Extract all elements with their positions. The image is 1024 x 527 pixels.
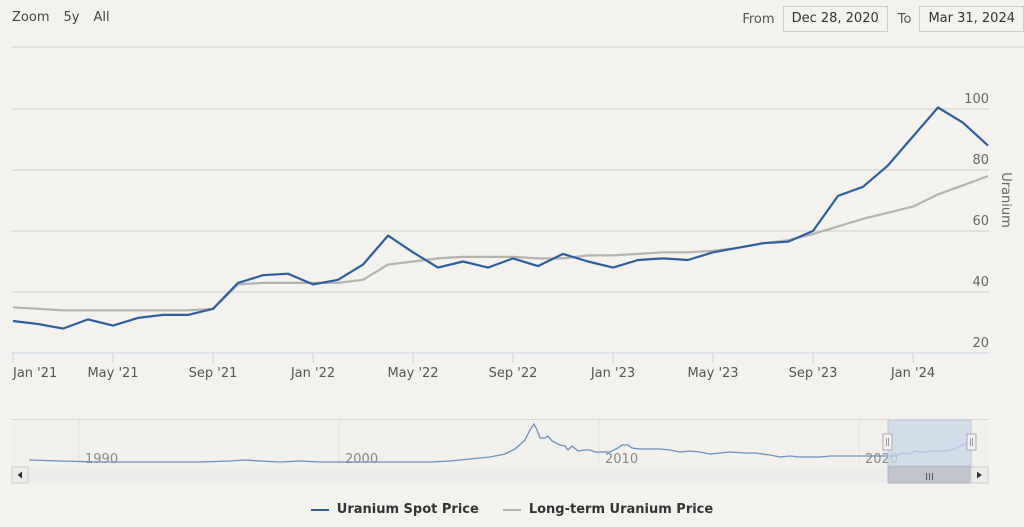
to-date-input[interactable]: Mar 31, 2024 — [919, 6, 1024, 32]
uranium-price-chart: 20 40 60 80 100 Uranium Jan '21 May '21 Sep '21 J… — [11, 46, 1024, 484]
legend-item-spot[interactable]: Uranium Spot Price — [310, 502, 479, 517]
x-tick-label: Jan '23 — [590, 366, 635, 381]
navigator-background — [12, 420, 988, 466]
x-tick-label: May '23 — [687, 366, 738, 381]
date-range-inputs: From Dec 28, 2020 To Mar 31, 2024 — [742, 6, 1024, 32]
zoom-label: Zoom — [12, 10, 50, 25]
navigator-tick-label: 2000 — [345, 452, 378, 467]
y-tick-label: 20 — [972, 336, 989, 351]
y-tick-label: 60 — [972, 214, 989, 229]
longterm-swatch-icon — [502, 508, 521, 511]
navigator-right-handle[interactable] — [966, 433, 977, 451]
zoom-all-button[interactable]: All — [93, 10, 110, 25]
from-date-input[interactable]: Dec 28, 2020 — [782, 6, 888, 32]
spot-swatch-icon — [310, 508, 329, 511]
scroll-right-arrow-icon — [977, 471, 982, 479]
legend-label-spot: Uranium Spot Price — [336, 502, 479, 517]
spot-price-line[interactable] — [12, 106, 989, 330]
x-tick-label: Sep '23 — [789, 366, 838, 381]
navigator-tick-label: 1990 — [85, 452, 118, 467]
longterm-price-line[interactable] — [12, 175, 989, 312]
navigator-scrollbar-track[interactable] — [12, 467, 988, 483]
y-axis-title: Uranium — [998, 172, 1013, 228]
navigator-left-handle[interactable] — [882, 433, 893, 451]
x-tick-label: Sep '21 — [189, 366, 238, 381]
x-tick-label: Sep '22 — [489, 366, 538, 381]
range-selector: Zoom 5y All — [12, 10, 124, 25]
x-tick-label: Jan '21 — [12, 366, 57, 381]
x-tick-label: May '21 — [87, 366, 138, 381]
zoom-5y-button[interactable]: 5y — [63, 10, 80, 25]
legend-label-longterm: Long-term Uranium Price — [528, 502, 714, 517]
to-label: To — [897, 11, 912, 27]
x-tick-label: Jan '22 — [290, 366, 335, 381]
y-tick-label: 80 — [972, 153, 989, 168]
chart-legend: Uranium Spot Price Long-term Uranium Pri… — [0, 502, 1024, 517]
y-tick-label: 100 — [964, 92, 989, 107]
scroll-left-arrow-icon — [17, 471, 22, 479]
scrollbar-grip-icon: III — [925, 472, 934, 483]
navigator-tick-label: 2010 — [605, 452, 638, 467]
legend-item-longterm[interactable]: Long-term Uranium Price — [502, 502, 714, 517]
x-tick-label: May '22 — [387, 366, 438, 381]
y-tick-label: 40 — [972, 275, 989, 290]
from-label: From — [742, 11, 775, 27]
navigator-selected-range[interactable] — [887, 419, 972, 467]
x-tick-label: Jan '24 — [890, 366, 935, 381]
